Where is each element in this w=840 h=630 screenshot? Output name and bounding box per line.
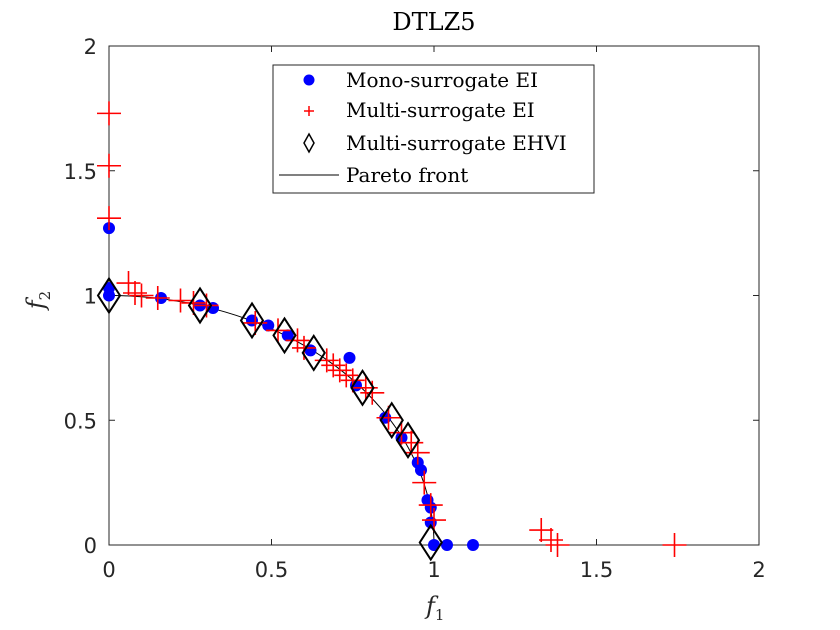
data-point-multi-ehvi — [301, 334, 326, 372]
data-point-mono-ei — [415, 464, 427, 477]
data-point-multi-ei — [97, 101, 121, 126]
data-point-multi-ei — [321, 353, 346, 378]
data-point-multi-ei — [539, 528, 563, 553]
series-multi-surrogate-ehvi — [96, 276, 443, 562]
data-point-mono-ei — [103, 289, 115, 302]
data-point-multi-ehvi — [418, 523, 443, 562]
data-point-multi-ei — [145, 285, 170, 310]
data-point-mono-ei — [343, 351, 356, 364]
legend-label-mono-ei: Mono-surrogate EI — [346, 68, 538, 92]
data-point-multi-ehvi — [187, 286, 213, 325]
data-point-multi-ei — [97, 153, 121, 178]
x-tick-label: 0 — [102, 558, 115, 582]
y-tick-label: 0.5 — [64, 409, 97, 433]
x-tick-label: 2 — [752, 558, 765, 582]
data-point-multi-ei — [97, 206, 121, 231]
data-point-multi-ei — [662, 533, 687, 557]
legend-marker-mono-ei — [303, 74, 315, 86]
y-tick-label: 0 — [84, 534, 97, 558]
data-point-multi-ehvi — [239, 301, 265, 340]
chart-title: DTLZ5 — [392, 8, 475, 36]
legend-marker-multi-ehvi — [303, 132, 315, 154]
y-tick-label: 1 — [84, 285, 97, 309]
data-point-mono-ei — [441, 539, 453, 551]
data-point-multi-ei — [327, 358, 352, 383]
data-point-mono-ei — [281, 329, 294, 342]
legend: Mono-surrogate EI Multi-surrogate EI Mul… — [272, 64, 595, 194]
data-point-multi-ei — [266, 318, 290, 343]
y-tick-label: 2 — [84, 35, 97, 59]
legend-label-multi-ei: Multi-surrogate EI — [346, 98, 535, 122]
data-point-mono-ei — [428, 539, 440, 551]
data-point-multi-ei — [168, 288, 193, 313]
data-point-multi-ei — [123, 281, 147, 306]
data-point-multi-ei — [116, 271, 141, 296]
y-axis-label: f2 — [22, 291, 54, 311]
y-axis: 0 0.5 1 1.5 2 — [64, 35, 759, 558]
data-point-mono-ei — [246, 314, 258, 327]
data-point-multi-ehvi — [395, 421, 421, 460]
data-point-multi-ehvi — [96, 276, 122, 315]
y-tick-label: 1.5 — [64, 160, 97, 184]
data-point-multi-ei — [129, 283, 154, 308]
data-point-multi-ei — [529, 518, 554, 543]
legend-box — [272, 64, 595, 194]
data-point-multi-ei — [422, 508, 446, 533]
data-point-multi-ehvi — [272, 316, 297, 355]
x-axis-label: f1 — [424, 592, 444, 624]
legend-label-multi-ehvi: Multi-surrogate EHVI — [346, 131, 567, 155]
data-point-multi-ei — [334, 363, 359, 388]
x-axis: 0 0.5 1 1.5 2 — [102, 46, 766, 582]
legend-label-pareto: Pareto front — [346, 163, 468, 187]
data-point-multi-ei — [412, 470, 437, 495]
x-tick-label: 0.5 — [255, 558, 288, 582]
data-point-multi-ei — [545, 533, 570, 557]
data-point-multi-ehvi — [379, 401, 404, 440]
data-point-multi-ei — [418, 493, 443, 518]
data-point-mono-ei — [467, 539, 479, 551]
x-tick-label: 1.5 — [580, 558, 613, 582]
legend-marker-multi-ei — [304, 106, 314, 116]
data-point-multi-ehvi — [350, 368, 375, 407]
series-layer — [96, 101, 687, 562]
x-tick-label: 1 — [427, 558, 440, 582]
